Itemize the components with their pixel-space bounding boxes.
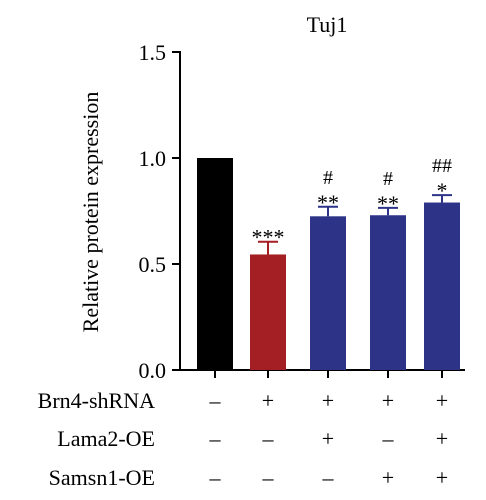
bar bbox=[370, 215, 406, 370]
condition-sign: + bbox=[436, 426, 448, 451]
significance-marker: ** bbox=[317, 190, 339, 215]
condition-sign: – bbox=[262, 465, 275, 490]
hash-significance-marker: # bbox=[383, 168, 393, 190]
significance-marker: *** bbox=[252, 225, 285, 250]
bar bbox=[197, 158, 233, 370]
condition-sign: + bbox=[382, 465, 394, 490]
condition-sign: + bbox=[436, 465, 448, 490]
condition-sign: – bbox=[209, 426, 222, 451]
condition-sign: – bbox=[209, 465, 222, 490]
bar bbox=[250, 254, 286, 370]
condition-label: Brn4-shRNA bbox=[38, 388, 155, 413]
bar bbox=[424, 202, 460, 370]
significance-marker: ** bbox=[377, 191, 399, 216]
condition-label: Samsn1-OE bbox=[49, 465, 155, 490]
condition-sign: – bbox=[209, 388, 222, 413]
y-tick-label: 0.5 bbox=[139, 252, 167, 277]
condition-sign: + bbox=[382, 388, 394, 413]
significance-marker: * bbox=[437, 178, 448, 203]
y-axis-label: Relative protein expression bbox=[78, 92, 103, 333]
condition-sign: – bbox=[262, 426, 275, 451]
condition-sign: – bbox=[382, 426, 395, 451]
y-tick-label: 0.0 bbox=[139, 358, 167, 383]
condition-sign: + bbox=[322, 388, 334, 413]
chart-title: Tuj1 bbox=[307, 12, 348, 37]
condition-sign: + bbox=[436, 388, 448, 413]
condition-sign: + bbox=[262, 388, 274, 413]
y-tick-label: 1.5 bbox=[139, 40, 167, 65]
y-tick-label: 1.0 bbox=[139, 146, 167, 171]
hash-significance-marker: # bbox=[323, 167, 333, 189]
condition-sign: – bbox=[322, 465, 335, 490]
condition-sign: + bbox=[322, 426, 334, 451]
condition-label: Lama2-OE bbox=[57, 426, 155, 451]
bar bbox=[310, 216, 346, 370]
hash-significance-marker: ## bbox=[432, 155, 452, 177]
